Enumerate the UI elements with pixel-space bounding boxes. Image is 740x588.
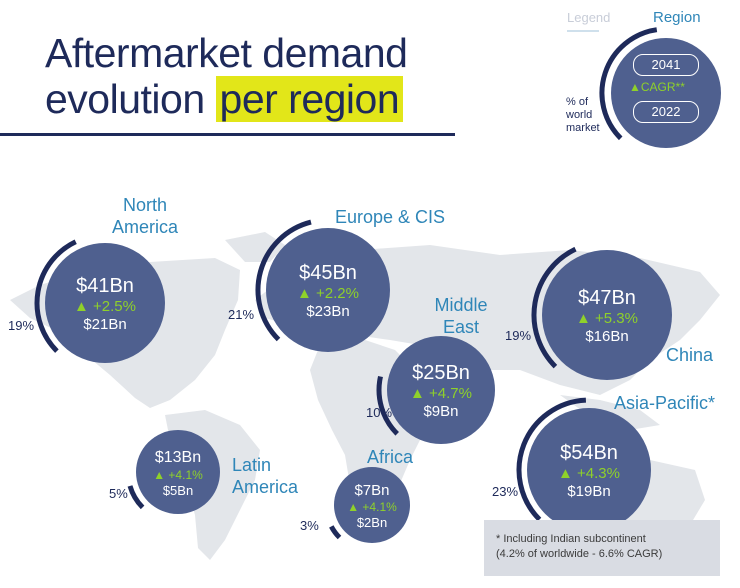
cagr-latin-america: ▲ +4.1% [136, 467, 220, 483]
bubble-middle-east [387, 336, 495, 444]
region-name-asia-pacific: Asia-Pacific* [614, 393, 716, 413]
value-2041-middle-east: $25Bn [412, 362, 470, 384]
world-share-asia-pacific: 23% [492, 484, 519, 499]
share-arc-asia-pacific [516, 397, 587, 522]
cagr-value-china: +5.3% [595, 310, 638, 327]
legend-divider [567, 30, 599, 32]
triangle-up-icon: ▲ [153, 467, 169, 482]
value-2022-middle-east: $9Bn [423, 403, 459, 420]
triangle-up-icon: ▲ [74, 298, 94, 315]
bubble-text-north-america: $41Bn ▲ +2.5% $21Bn [45, 275, 165, 333]
bubble-europe-cis [266, 228, 390, 352]
share-arc-middle-east [376, 375, 400, 436]
bubble-text-latin-america: $13Bn ▲ +4.1% $5Bn [136, 449, 220, 498]
share-arc-africa [329, 525, 342, 540]
triangle-up-icon: ▲ [297, 285, 317, 302]
world-share-latin-america: 5% [109, 486, 128, 501]
cagr-value-north-america: +2.5% [93, 298, 136, 315]
world-share-north-america: 19% [8, 318, 35, 333]
bubble-africa [334, 467, 410, 543]
title-line-2-plain: evolution [45, 76, 216, 122]
title-line-1: Aftermarket demand [45, 30, 408, 76]
world-share-europe-cis: 21% [228, 307, 255, 322]
share-arc-europe-cis [255, 219, 312, 342]
value-2041-asia-pacific: $54Bn [560, 442, 618, 464]
cagr-value-latin-america: +4.1% [168, 467, 203, 482]
region-name-middle-east: Middle East [434, 295, 488, 337]
value-2022-china: $16Bn [585, 328, 629, 345]
bubble-china [542, 250, 672, 380]
footnote-line-2: (4.2% of worldwide - 6.6% CAGR) [496, 548, 663, 560]
cagr-asia-pacific: ▲ +4.3% [527, 464, 651, 483]
share-arc-north-america [34, 239, 77, 353]
legend-world-share-line-2: world [566, 109, 593, 121]
bubble-latin-america [136, 430, 220, 514]
title-highlight: per region [215, 76, 404, 122]
cagr-africa: ▲ +4.1% [334, 499, 410, 515]
footnote-box: * Including Indian subcontinent (4.2% of… [484, 520, 720, 576]
triangle-up-icon: ▲ [410, 385, 430, 402]
value-2041-china: $47Bn [578, 287, 636, 309]
bubble-asia-pacific [527, 408, 651, 532]
triangle-up-icon: ▲ [576, 310, 596, 327]
cagr-europe-cis: ▲ +2.2% [266, 284, 390, 303]
legend-world-share-line-1: % of [566, 96, 589, 108]
legend-world-share-line-3: market [566, 122, 600, 134]
value-2041-europe-cis: $45Bn [299, 262, 357, 284]
cagr-middle-east: ▲ +4.7% [387, 384, 495, 403]
bubble-text-europe-cis: $45Bn ▲ +2.2% $23Bn [266, 262, 390, 320]
triangle-up-icon: ▲ [347, 500, 363, 514]
cagr-china: ▲ +5.3% [542, 309, 672, 328]
triangle-up-icon: ▲ [629, 80, 641, 94]
legend-label: Legend [567, 10, 611, 25]
legend-share-arc [599, 27, 658, 141]
share-arc-china [531, 246, 577, 369]
legend-cagr-label: CAGR** [640, 80, 685, 94]
title-underline [0, 133, 455, 136]
value-2022-europe-cis: $23Bn [306, 303, 350, 320]
region-name-europe-cis: Europe & CIS [334, 207, 446, 227]
value-2022-africa: $2Bn [356, 515, 388, 530]
value-2022-asia-pacific: $19Bn [567, 483, 611, 500]
triangle-up-icon: ▲ [558, 465, 578, 482]
bubble-text-africa: $7Bn ▲ +4.1% $2Bn [334, 482, 410, 530]
title-line-2: evolution per region [45, 76, 407, 122]
world-share-africa: 3% [300, 518, 319, 533]
bubble-text-asia-pacific: $54Bn ▲ +4.3% $19Bn [527, 442, 651, 500]
footnote-line-1: * Including Indian subcontinent [496, 533, 646, 545]
value-2041-latin-america: $13Bn [154, 448, 202, 466]
cagr-value-europe-cis: +2.2% [316, 285, 359, 302]
cagr-north-america: ▲ +2.5% [45, 297, 165, 316]
cagr-value-africa: +4.1% [362, 500, 397, 514]
region-name-north-america: North America [111, 195, 178, 237]
legend-pill-2022: 2022 [633, 101, 699, 123]
share-arc-latin-america [127, 485, 145, 510]
bubble-text-china: $47Bn ▲ +5.3% $16Bn [542, 287, 672, 345]
legend-cagr: ▲CAGR** [629, 80, 685, 94]
bubble-north-america [45, 243, 165, 363]
region-name-africa: Africa [366, 447, 413, 467]
region-name-china: China [666, 345, 714, 365]
world-share-china: 19% [505, 328, 532, 343]
cagr-value-asia-pacific: +4.3% [577, 465, 620, 482]
region-name-latin-america: Latin America [232, 455, 299, 497]
cagr-value-middle-east: +4.7% [429, 385, 472, 402]
value-2022-north-america: $21Bn [83, 316, 127, 333]
legend-region-label: Region [653, 9, 701, 26]
bubble-text-middle-east: $25Bn ▲ +4.7% $9Bn [387, 362, 495, 420]
page-title: Aftermarket demand evolution per region [45, 30, 408, 122]
value-2041-north-america: $41Bn [76, 275, 134, 297]
value-2041-africa: $7Bn [354, 482, 390, 499]
legend-pill-2041: 2041 [633, 54, 699, 76]
legend-world-share: % of world market [566, 96, 600, 135]
world-share-middle-east: 10% [366, 405, 393, 420]
value-2022-latin-america: $5Bn [162, 482, 194, 498]
